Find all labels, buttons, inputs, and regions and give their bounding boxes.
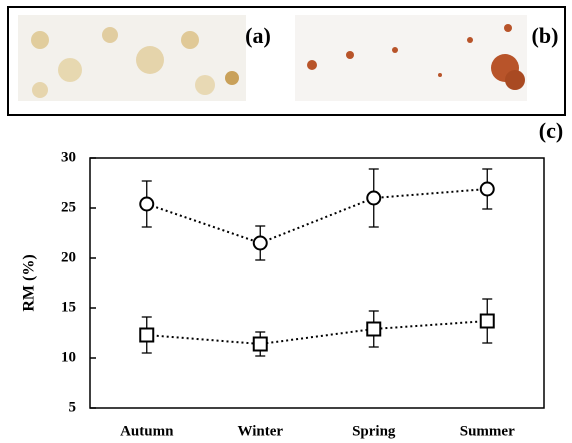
series-line xyxy=(146,320,488,346)
marker xyxy=(139,327,155,343)
panel-label: (a) xyxy=(245,23,271,48)
marker xyxy=(252,336,268,352)
x-tick-label: Autumn xyxy=(120,423,174,439)
y-tick-label: 15 xyxy=(61,299,76,315)
y-tick-label: 10 xyxy=(61,349,76,365)
y-tick-label: 20 xyxy=(61,249,76,265)
marker xyxy=(252,235,268,251)
marker xyxy=(366,190,382,206)
marker xyxy=(139,196,155,212)
photo-a xyxy=(18,15,246,101)
x-tick-label: Summer xyxy=(460,423,515,439)
x-tick-label: Spring xyxy=(352,423,396,439)
y-axis-label: RM (%) xyxy=(21,254,38,311)
photo-frame xyxy=(7,6,566,116)
y-tick-label: 5 xyxy=(69,399,77,415)
plot-frame xyxy=(89,157,545,409)
series-line xyxy=(146,188,488,245)
panel-label: (c) xyxy=(539,118,563,143)
marker xyxy=(479,181,495,197)
photo-b xyxy=(295,15,527,101)
marker xyxy=(479,313,495,329)
x-tick-label: Winter xyxy=(237,423,283,439)
y-tick-label: 30 xyxy=(61,149,76,165)
marker xyxy=(366,321,382,337)
y-tick-label: 25 xyxy=(61,199,76,215)
panel-label: (b) xyxy=(532,23,559,48)
